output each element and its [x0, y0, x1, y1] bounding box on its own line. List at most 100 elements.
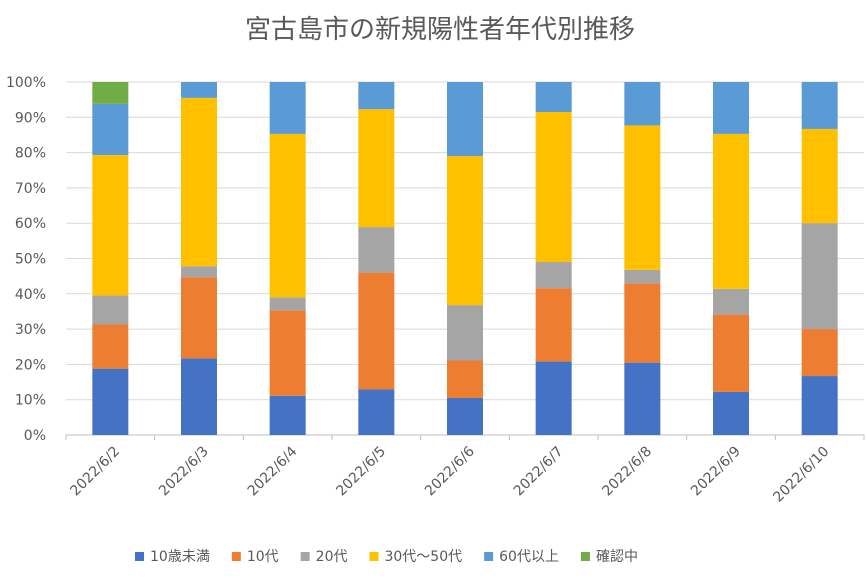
y-tick-label: 100%: [6, 75, 46, 91]
bar-segment: [713, 288, 749, 315]
bar-segment: [713, 82, 749, 134]
legend-item: 20代: [300, 549, 348, 565]
bar-segment: [181, 277, 217, 359]
bar-segment: [447, 397, 483, 435]
bar-segment: [358, 389, 395, 435]
bar-segment: [447, 156, 483, 306]
bar-segment: [269, 297, 306, 311]
bar-segment: [801, 376, 838, 435]
bar-segment: [624, 362, 661, 435]
x-tick-label: 2022/6/4: [245, 443, 301, 499]
bar-stack: [92, 82, 129, 435]
legend: 10歳未満 10代 20代 30代～50代 60代以上 確認中: [135, 549, 638, 565]
bar-segment: [269, 310, 306, 396]
bar-segment: [447, 82, 483, 157]
legend-item: 30代～50代: [369, 549, 462, 565]
bar-stack: [181, 82, 217, 435]
bar-segment: [358, 272, 395, 390]
bar-segment: [358, 227, 395, 273]
bar-segment: [269, 133, 306, 298]
legend-label: 10代: [247, 549, 279, 565]
chart-title: 宮古島市の新規陽性者年代別推移: [245, 15, 635, 45]
legend-label: 30代～50代: [384, 549, 462, 565]
bar-segment: [358, 82, 395, 110]
bar-segment: [92, 103, 129, 156]
legend-item: 確認中: [580, 549, 638, 565]
bar-segment: [358, 109, 395, 228]
legend-label: 10歳未満: [150, 549, 210, 565]
bar-segment: [92, 295, 129, 325]
bar-segment: [92, 324, 129, 369]
y-tick-label: 60%: [15, 216, 46, 232]
y-tick-label: 40%: [15, 287, 46, 303]
bars: [92, 82, 838, 435]
bar-segment: [713, 391, 749, 435]
legend-swatch: [231, 552, 241, 561]
bar-segment: [269, 82, 306, 134]
bar-segment: [535, 361, 572, 435]
bar-segment: [535, 82, 572, 113]
bar-segment: [624, 283, 661, 363]
bar-stack: [447, 82, 483, 435]
x-tick-label: 2022/6/9: [688, 444, 744, 500]
bar-segment: [801, 329, 838, 377]
bar-segment: [447, 305, 483, 361]
bar-segment: [801, 82, 838, 129]
legend-swatch: [484, 552, 494, 561]
x-tick-label: 2022/6/6: [422, 443, 478, 499]
x-axis-ticks: 2022/6/2 2022/6/3 2022/6/4 2022/6/5 2022/6/6…: [67, 443, 832, 505]
y-tick-label: 10%: [15, 393, 46, 409]
y-tick-label: 90%: [15, 110, 46, 126]
bar-segment: [181, 97, 217, 267]
x-tick-label: 2022/6/5: [333, 444, 389, 500]
legend-item: 10代: [231, 549, 279, 565]
bar-segment: [447, 360, 483, 398]
legend-swatch: [135, 552, 144, 561]
legend-item: 60代以上: [484, 549, 559, 565]
y-tick-label: 20%: [15, 357, 46, 373]
bar-segment: [92, 155, 129, 296]
bar-segment: [535, 288, 572, 362]
y-tick-label: 30%: [15, 322, 46, 338]
bar-stack: [269, 82, 306, 435]
legend-swatch: [580, 552, 590, 561]
bar-stack: [624, 82, 661, 435]
bar-stack: [801, 82, 838, 435]
bar-segment: [535, 262, 572, 289]
bar-segment: [181, 82, 217, 98]
bar-segment: [92, 368, 129, 435]
bar-segment: [181, 358, 217, 435]
legend-label: 確認中: [596, 549, 638, 565]
bar-segment: [535, 112, 572, 263]
y-tick-label: 80%: [15, 146, 46, 162]
bar-stack: [713, 82, 749, 435]
bar-segment: [801, 128, 838, 224]
bar-stack: [358, 82, 395, 435]
bar-segment: [624, 269, 661, 284]
legend-swatch: [300, 552, 310, 561]
y-axis-ticks: 0% 10% 20% 30% 40% 50% 60% 70% 80% 90% 100%: [6, 75, 46, 444]
y-tick-label: 50%: [15, 252, 46, 268]
legend-label: 20代: [316, 549, 348, 565]
y-tick-label: 0%: [24, 428, 46, 444]
x-tick-label: 2022/6/3: [156, 444, 212, 500]
x-tick-label: 2022/6/10: [770, 444, 832, 506]
y-tick-label: 70%: [15, 181, 46, 197]
bar-segment: [269, 395, 306, 435]
bar-segment: [92, 82, 129, 104]
x-tick-label: 2022/6/7: [511, 444, 567, 500]
legend-swatch: [369, 552, 379, 561]
legend-label: 60代以上: [499, 549, 559, 565]
bar-segment: [624, 125, 661, 270]
bar-segment: [801, 223, 838, 330]
bar-segment: [713, 133, 749, 289]
bar-segment: [181, 266, 217, 278]
bar-stack: [535, 82, 572, 435]
x-tick-label: 2022/6/2: [67, 444, 123, 500]
legend-item: 10歳未満: [135, 549, 210, 565]
x-tick-label: 2022/6/8: [599, 444, 655, 500]
bar-segment: [713, 314, 749, 392]
bar-segment: [624, 82, 661, 126]
